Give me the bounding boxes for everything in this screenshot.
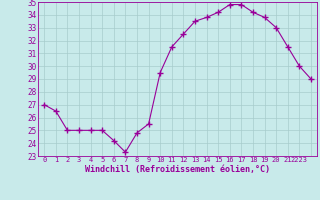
X-axis label: Windchill (Refroidissement éolien,°C): Windchill (Refroidissement éolien,°C): [85, 165, 270, 174]
